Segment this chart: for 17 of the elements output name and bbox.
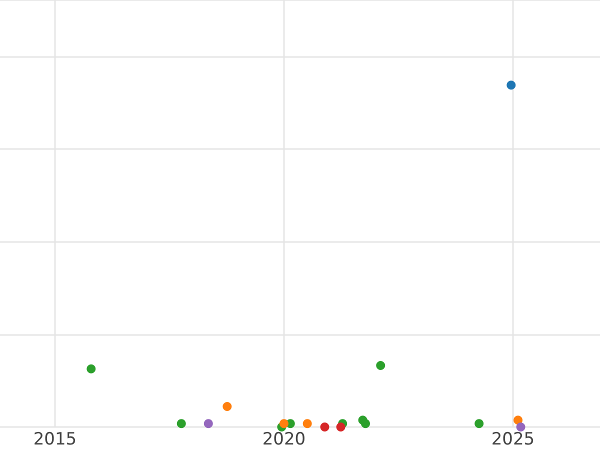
point <box>376 360 386 370</box>
point <box>86 364 96 374</box>
x-tick-label: 2025 <box>491 430 535 450</box>
point <box>361 419 370 428</box>
point <box>506 80 516 90</box>
point <box>336 422 346 432</box>
point <box>474 419 484 428</box>
x-tick-label: 2015 <box>33 430 77 450</box>
x-tick-label: 2020 <box>262 430 306 450</box>
point <box>279 419 288 428</box>
point <box>320 422 330 432</box>
point <box>516 422 526 432</box>
point <box>176 419 186 428</box>
point <box>222 402 232 411</box>
point <box>302 419 312 428</box>
point <box>204 419 213 428</box>
point <box>514 416 523 425</box>
